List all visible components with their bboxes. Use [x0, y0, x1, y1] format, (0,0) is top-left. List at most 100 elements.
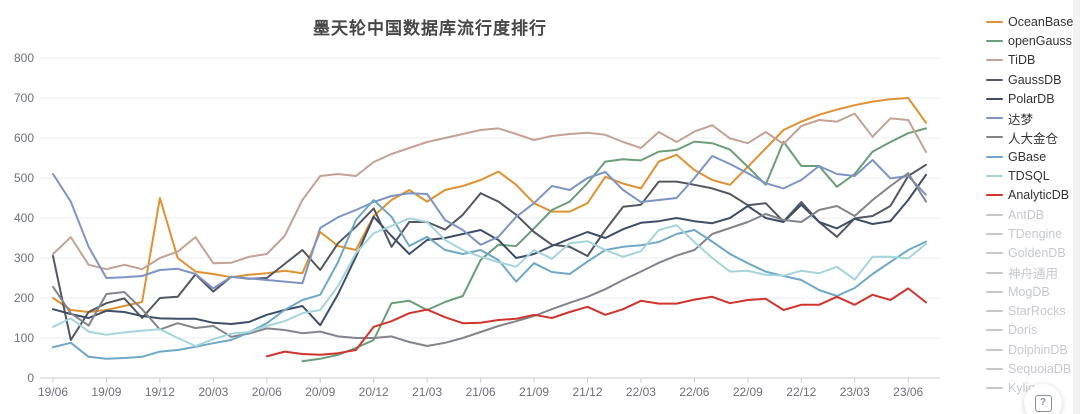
y-axis-tick-label: 0	[27, 371, 34, 385]
x-axis-tick-label: 20/06	[252, 385, 282, 399]
legend-label: TiDB	[1008, 53, 1036, 68]
legend-label: SequoiaDB	[1008, 361, 1072, 376]
legend-dash-icon	[986, 329, 1003, 332]
legend-dash-icon	[986, 97, 1003, 100]
x-axis-tick-label: 22/06	[679, 385, 709, 399]
legend-item-GaussDB[interactable]: GaussDB	[986, 70, 1078, 89]
legend-label: GoldenDB	[1008, 246, 1066, 261]
series-line-达梦	[52, 155, 927, 290]
legend-dash-icon	[986, 136, 1003, 139]
y-axis-tick-label: 200	[14, 291, 34, 305]
legend-item-人大金仓[interactable]: 人大金仓	[986, 128, 1078, 147]
legend-dash-icon	[986, 155, 1003, 158]
legend-item-GoldenDB[interactable]: GoldenDB	[986, 244, 1078, 263]
y-axis-tick-label: 700	[14, 91, 34, 105]
x-axis-tick-label: 19/12	[145, 385, 175, 399]
legend-dash-icon	[986, 20, 1003, 23]
legend-item-StarRocks[interactable]: StarRocks	[986, 301, 1078, 320]
series-line-TiDB	[52, 112, 927, 271]
legend-dash-icon	[986, 175, 1003, 178]
legend-dash-icon	[986, 232, 1003, 235]
legend-dash-icon	[986, 271, 1003, 274]
legend-dash-icon	[986, 387, 1003, 390]
legend-dash-icon	[986, 78, 1003, 81]
legend-item-MogDB[interactable]: MogDB	[986, 282, 1078, 301]
legend-item-神舟通用[interactable]: 神舟通用	[986, 263, 1078, 282]
series-line-AnalyticDB	[265, 287, 927, 358]
legend-dash-icon	[986, 59, 1003, 62]
y-axis-tick-label: 800	[14, 51, 34, 65]
legend-item-PolarDB[interactable]: PolarDB	[986, 89, 1078, 108]
legend-label: MogDB	[1008, 284, 1050, 299]
y-axis-tick-label: 500	[14, 171, 34, 185]
legend-item-TiDB[interactable]: TiDB	[986, 51, 1078, 70]
legend-label: GBase	[1008, 149, 1047, 164]
legend-item-Doris[interactable]: Doris	[986, 321, 1078, 340]
legend-item-TDSQL[interactable]: TDSQL	[986, 166, 1078, 185]
x-axis-tick-label: 21/12	[572, 385, 602, 399]
legend-dash-icon	[986, 348, 1003, 351]
legend-label: GaussDB	[1008, 72, 1062, 87]
help-button[interactable]: ?	[1024, 384, 1062, 414]
series-line-GBase	[52, 199, 927, 360]
legend-dash-icon	[986, 117, 1003, 120]
series-line-TDSQL	[52, 217, 927, 347]
x-axis-tick-label: 20/09	[305, 385, 335, 399]
legend-item-SequoiaDB[interactable]: SequoiaDB	[986, 359, 1078, 378]
y-axis-tick-label: 100	[14, 331, 34, 345]
x-axis-tick-label: 19/06	[38, 385, 68, 399]
legend-item-达梦[interactable]: 达梦	[986, 108, 1078, 127]
x-axis-tick-label: 23/03	[840, 385, 870, 399]
x-axis-tick-label: 23/06	[893, 385, 923, 399]
legend-label: AnalyticDB	[1008, 188, 1070, 203]
x-axis-tick-label: 21/06	[466, 385, 496, 399]
legend-label: StarRocks	[1008, 304, 1066, 319]
legend-dash-icon	[986, 367, 1003, 370]
chart-title: 墨天轮中国数据库流行度排行	[313, 19, 547, 38]
legend-dash-icon	[986, 213, 1003, 216]
legend-label: Doris	[1008, 323, 1038, 338]
series-line-OceanBase	[52, 97, 927, 313]
legend-item-DolphinDB[interactable]: DolphinDB	[986, 340, 1078, 359]
x-axis-tick-label: 20/12	[359, 385, 389, 399]
y-axis-tick-label: 400	[14, 211, 34, 225]
legend-label: 达梦	[1008, 112, 1034, 127]
y-axis-tick-label: 300	[14, 251, 34, 265]
legend-label: TDSQL	[1008, 169, 1050, 184]
legend-dash-icon	[986, 252, 1003, 255]
series-line-PolarDB	[52, 173, 927, 327]
x-axis-tick-label: 21/09	[519, 385, 549, 399]
legend: OceanBase openGauss TiDB GaussDB PolarDB 达梦人大…	[986, 12, 1078, 398]
legend-label: TDengine	[1008, 226, 1063, 241]
x-axis-tick-label: 22/09	[733, 385, 763, 399]
legend-dash-icon	[986, 39, 1003, 42]
x-axis-tick-label: 21/03	[412, 385, 442, 399]
legend-dash-icon	[986, 194, 1003, 197]
legend-label: 神舟通用	[1008, 267, 1059, 281]
legend-label: PolarDB	[1008, 91, 1055, 106]
x-axis-tick-label: 22/12	[786, 385, 816, 399]
legend-label: DolphinDB	[1008, 342, 1068, 357]
legend-dash-icon	[986, 290, 1003, 293]
x-axis-tick-label: 22/03	[626, 385, 656, 399]
x-axis-tick-label: 20/03	[198, 385, 228, 399]
legend-dash-icon	[986, 310, 1003, 313]
legend-item-AnalyticDB[interactable]: AnalyticDB	[986, 186, 1078, 205]
series-line-人大金仓	[52, 172, 927, 347]
question-mark-icon: ?	[1034, 394, 1052, 412]
legend-label: 人大金仓	[1008, 131, 1059, 146]
legend-label: AntDB	[1008, 207, 1045, 222]
legend-label: OceanBase	[1008, 14, 1074, 29]
y-axis-tick-label: 600	[14, 131, 34, 145]
legend-item-TDengine[interactable]: TDengine	[986, 224, 1078, 243]
legend-item-AntDB[interactable]: AntDB	[986, 205, 1078, 224]
legend-item-GBase[interactable]: GBase	[986, 147, 1078, 166]
page-background-strip	[1073, 0, 1080, 414]
x-axis-tick-label: 19/09	[91, 385, 121, 399]
legend-label: openGauss	[1008, 33, 1072, 48]
legend-item-openGauss[interactable]: openGauss	[986, 31, 1078, 50]
series-line-openGauss	[301, 127, 927, 363]
legend-item-OceanBase[interactable]: OceanBase	[986, 12, 1078, 31]
